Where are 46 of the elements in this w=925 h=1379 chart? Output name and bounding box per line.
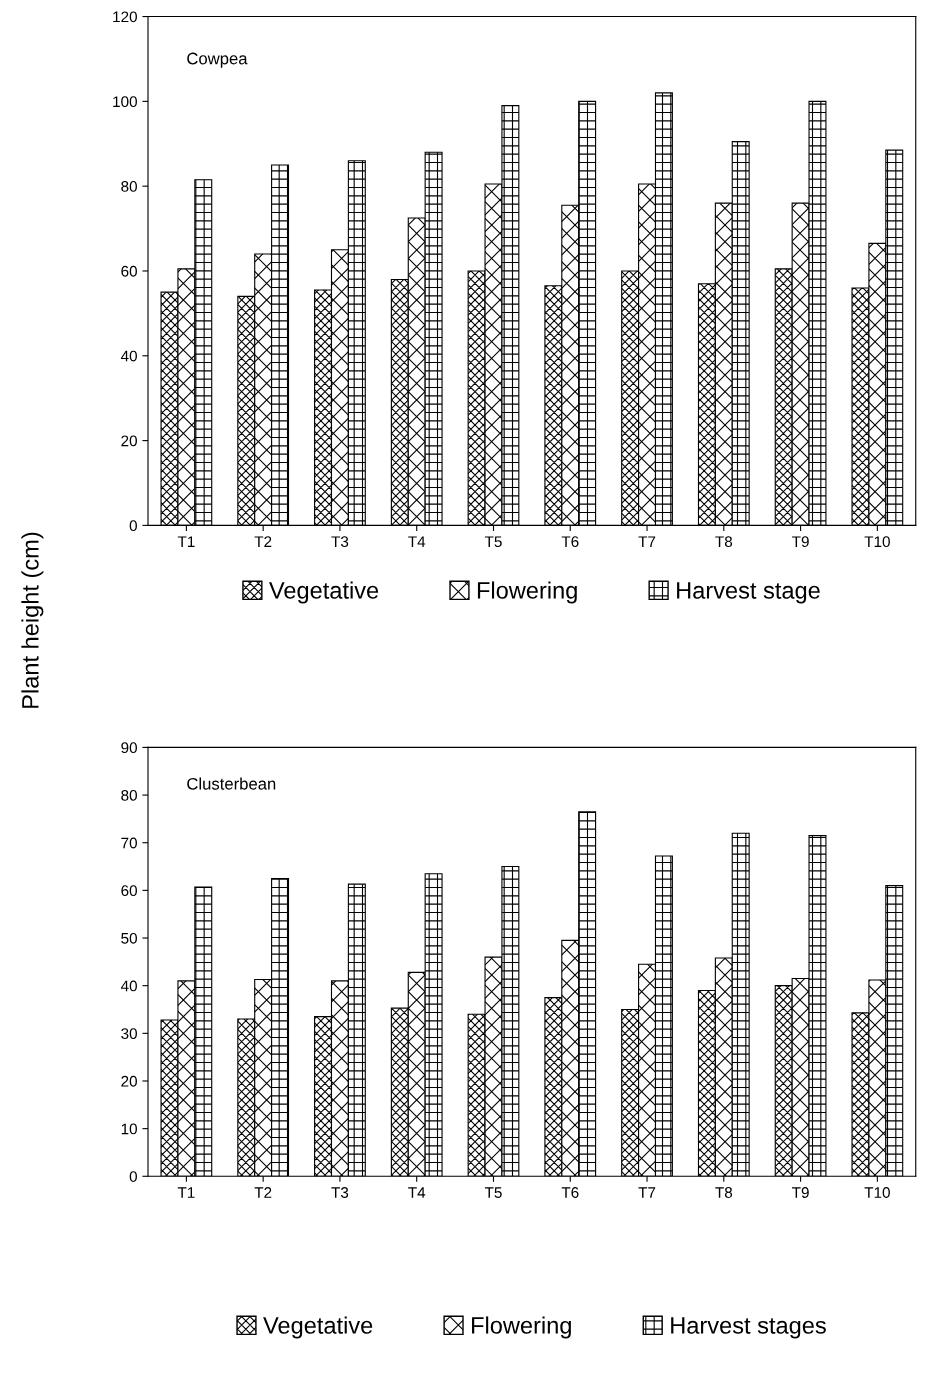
x-tick-label: T9 — [792, 1187, 809, 1198]
x-tick-label: T8 — [715, 1187, 733, 1198]
legend-label: Vegetative — [269, 581, 379, 604]
x-tick-label: T2 — [254, 536, 272, 547]
x-tick-label: T7 — [638, 536, 656, 547]
y-tick-label: 60 — [121, 265, 137, 277]
legend-label: Harvest stage — [677, 582, 820, 604]
x-tick-label: T7 — [638, 1187, 656, 1198]
y-tick-label: 10 — [121, 1123, 137, 1135]
y-axis-title: Plant height (cm) — [21, 532, 44, 708]
x-tick-label: T6 — [561, 536, 579, 548]
y-tick-label: 70 — [121, 837, 137, 849]
x-tick-label: T5 — [484, 1187, 502, 1198]
annotation: Cowpea — [187, 52, 248, 68]
y-tick-label: 0 — [129, 1171, 137, 1182]
y-tick-label: 100 — [113, 96, 137, 108]
x-tick-label: T5 — [484, 536, 502, 548]
x-tick-label: T2 — [254, 1187, 272, 1198]
y-tick-label: 40 — [120, 980, 137, 992]
y-tick-label: 20 — [121, 1075, 137, 1087]
x-tick-label: T10 — [864, 1187, 890, 1198]
x-tick-label: T9 — [792, 536, 809, 548]
x-tick-label: T10 — [864, 536, 890, 548]
x-tick-label: T1 — [177, 536, 195, 547]
x-tick-label: T4 — [408, 536, 426, 547]
y-tick-label: 80 — [121, 789, 137, 801]
legend-label: Vegetative — [263, 1316, 373, 1339]
x-tick-label: T3 — [331, 536, 349, 548]
legend-label: Flowering — [472, 1316, 571, 1339]
y-tick-label: 90 — [121, 742, 137, 754]
y-tick-label: 30 — [121, 1028, 137, 1040]
x-tick-label: T4 — [408, 1187, 426, 1198]
annotation: Clusterbean — [187, 777, 276, 790]
y-tick-label: 50 — [121, 932, 137, 944]
x-tick-label: T3 — [331, 1187, 349, 1198]
x-tick-label: T1 — [177, 1187, 195, 1198]
y-tick-label: 80 — [121, 181, 137, 192]
y-tick-label: 120 — [113, 11, 137, 23]
x-tick-label: T8 — [715, 536, 733, 548]
y-tick-label: 40 — [120, 350, 137, 362]
legend-label: Harvest stages — [671, 1317, 826, 1339]
y-tick-label: 0 — [129, 520, 137, 532]
y-tick-label: 60 — [121, 885, 137, 897]
legend-label: Flowering — [477, 581, 577, 604]
y-tick-label: 20 — [121, 435, 137, 447]
x-tick-label: T6 — [561, 1187, 579, 1198]
